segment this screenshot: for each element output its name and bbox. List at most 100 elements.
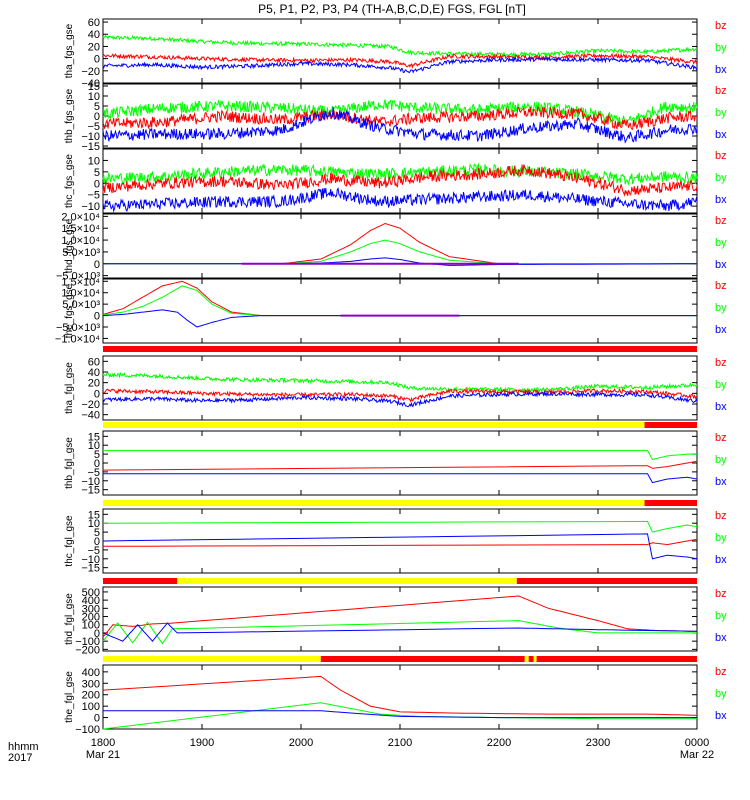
legend-by: by — [715, 172, 727, 184]
y-tick-label: 60 — [88, 356, 100, 368]
series-bz — [102, 675, 698, 716]
mode-bar-segment — [320, 656, 525, 662]
legend-by: by — [715, 107, 727, 119]
series-bx — [102, 187, 698, 213]
series-by — [103, 239, 697, 265]
series-bz — [102, 106, 698, 131]
y-tick-label: 5 — [94, 449, 100, 461]
legend-bx: bx — [715, 632, 727, 644]
y-tick-label: 5 — [94, 527, 100, 539]
panel-frame — [102, 430, 698, 496]
y-tick-label: 1.5×10⁴ — [61, 223, 100, 235]
mode-bar-segment — [524, 656, 529, 662]
y-tick-label: 0 — [94, 388, 100, 400]
y-tick-label: −40 — [81, 78, 100, 90]
series-bx — [102, 309, 697, 328]
x-tick-label: 2300 — [586, 737, 610, 749]
x-tick-label: 0000 — [685, 737, 709, 749]
y-axis-label: thb_fgl_gse — [64, 437, 75, 489]
legend-bx: bx — [715, 554, 727, 566]
series-bz — [102, 52, 698, 69]
series-by — [102, 285, 697, 317]
y-tick-label: 5 — [94, 101, 100, 113]
series-bx — [102, 107, 698, 144]
series-by — [102, 620, 697, 645]
y-tick-label: 40 — [88, 29, 100, 41]
panel-the_fgs_gse: 1.5×10⁴1.0×10⁴5.0×10³0−5.0×10³−1.0×10⁴th… — [55, 276, 727, 345]
y-tick-label: −5 — [87, 467, 100, 479]
time-axis-label-year: 2017 — [8, 752, 32, 764]
series-by — [102, 98, 698, 126]
y-tick-label: 5.0×10³ — [62, 299, 100, 311]
x-tick-date-label: Mar 21 — [86, 749, 120, 761]
y-tick-label: 100 — [82, 620, 100, 632]
series-bz — [102, 538, 698, 547]
mode-bar-segment — [528, 656, 534, 662]
legend-bz: bz — [715, 357, 727, 369]
x-tick-label: 2000 — [289, 737, 313, 749]
y-tick-label: 0 — [94, 458, 100, 470]
y-tick-label: −5.0×10³ — [56, 271, 100, 283]
y-tick-label: 400 — [82, 595, 100, 607]
legend-bx: bx — [715, 324, 727, 336]
y-tick-label: −10 — [81, 131, 100, 143]
y-tick-label: 1.0×10⁴ — [61, 235, 100, 247]
legend-bz: bz — [715, 432, 727, 444]
series-bx — [102, 533, 698, 560]
y-tick-label: 10 — [88, 440, 100, 452]
legend-by: by — [715, 532, 727, 544]
series-bz — [102, 164, 698, 197]
series-bz — [102, 280, 697, 317]
y-tick-label: 0 — [94, 628, 100, 640]
legend-by: by — [715, 379, 727, 391]
y-tick-label: 10 — [88, 91, 100, 103]
y-tick-label: 20 — [88, 41, 100, 53]
y-tick-label: 40 — [88, 367, 100, 379]
y-tick-label: 0 — [94, 536, 100, 548]
y-tick-label: 200 — [82, 690, 100, 702]
legend-bz: bz — [715, 150, 727, 162]
panel-frame — [102, 664, 698, 730]
y-tick-label: −10 — [81, 476, 100, 488]
series-by — [102, 371, 698, 394]
y-tick-label: −100 — [75, 636, 100, 648]
legend-by: by — [715, 237, 727, 249]
y-tick-label: −15 — [81, 141, 100, 153]
series-by — [103, 450, 697, 460]
y-axis-label: tha_fgl_gse — [64, 362, 75, 414]
legend-bx: bx — [715, 129, 727, 141]
y-axis-label: thc_fgs_gse — [64, 154, 75, 208]
mode-bar-segment — [644, 422, 697, 428]
mode-bar-segment — [103, 346, 697, 352]
y-axis-label: thd_fgs_gse — [64, 218, 75, 273]
y-tick-label: −200 — [75, 644, 100, 656]
mode-bar-segment — [103, 500, 645, 506]
y-tick-label: 60 — [88, 17, 100, 29]
legend-bx: bx — [715, 710, 727, 722]
y-tick-label: −5 — [87, 190, 100, 202]
y-tick-label: 0 — [94, 111, 100, 123]
legend-by: by — [715, 688, 727, 700]
y-tick-label: −5.0×10³ — [56, 322, 100, 334]
mode-bars — [103, 346, 697, 662]
y-tick-label: 15 — [88, 509, 100, 521]
y-axis-label: thb_fgs_gse — [64, 88, 75, 143]
series-by — [102, 702, 697, 730]
y-tick-label: −15 — [81, 485, 100, 497]
legend-bx: bx — [715, 401, 727, 413]
y-tick-label: 300 — [82, 603, 100, 615]
legend-bz: bz — [715, 215, 727, 227]
y-axis-label: the_fgl_gse — [64, 671, 75, 723]
y-tick-label: 5 — [94, 167, 100, 179]
legend-bx: bx — [715, 64, 727, 76]
series-by — [102, 34, 698, 58]
series-bx — [102, 622, 698, 642]
mode-bar-segment — [103, 578, 178, 584]
y-tick-label: −20 — [81, 66, 100, 78]
series-bx — [103, 473, 698, 484]
